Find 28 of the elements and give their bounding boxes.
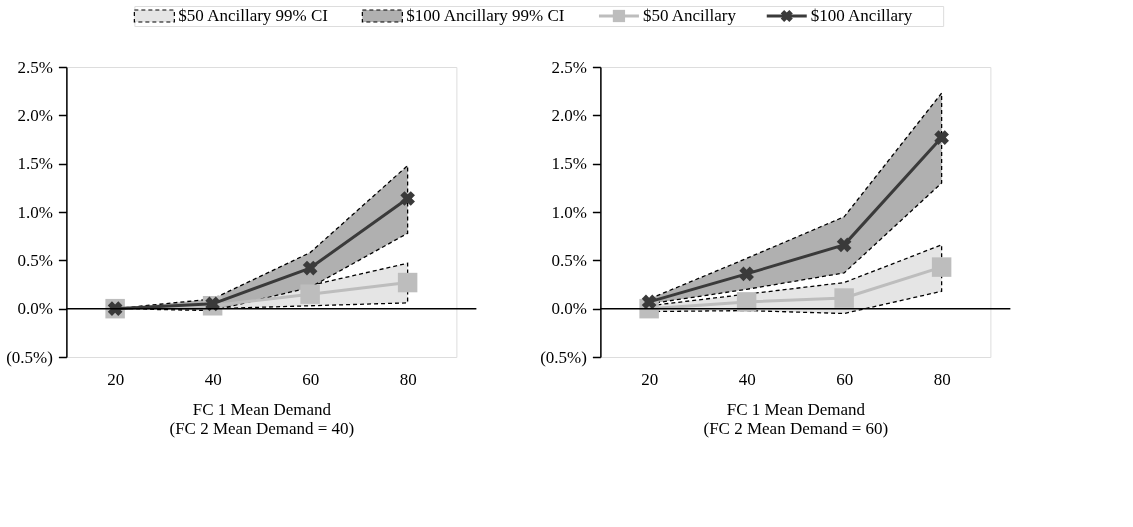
y-tick-label: 0.0% (551, 299, 587, 319)
text: $100 Ancillary 99% CI (406, 6, 565, 25)
y-tick-label: 2.0% (551, 105, 587, 125)
x-tick-label: 20 (641, 369, 659, 389)
x-tick-label: 60 (302, 369, 320, 389)
y-tick-label: 2.5% (551, 57, 587, 77)
x-axis-title: FC 1 Mean Demand (FC 2 Mean Demand = 60) (703, 399, 889, 438)
x-tick-label: 80 (933, 369, 951, 389)
y-tick-label: 1.0% (17, 202, 53, 222)
y-tick-label: 1.5% (551, 154, 587, 174)
y-tick-label: 1.5% (17, 154, 53, 174)
y-tick-label: (0.5%) (6, 347, 53, 367)
legend-label: $100 Ancillary (810, 6, 913, 25)
x-tick-label: 60 (836, 369, 854, 389)
x-axis-title: FC 1 Mean Demand (FC 2 Mean Demand = 40) (169, 399, 355, 438)
x-tick-label: 20 (107, 369, 125, 389)
x-tick-label: 40 (204, 369, 222, 389)
y-tick-label: 0.0% (17, 299, 53, 319)
text: $50 Ancillary 99% CI (178, 6, 329, 25)
x-tick-label: 80 (399, 369, 417, 389)
y-tick-label: 2.5% (17, 57, 53, 77)
y-tick-label: (0.5%) (540, 347, 587, 367)
legend-label: $50 Ancillary (642, 6, 737, 25)
y-tick-label: 0.5% (17, 250, 53, 270)
y-tick-label: 2.0% (17, 105, 53, 125)
x-tick-label: 40 (738, 369, 756, 389)
y-tick-label: 1.0% (551, 202, 587, 222)
y-tick-label: 0.5% (551, 250, 587, 270)
